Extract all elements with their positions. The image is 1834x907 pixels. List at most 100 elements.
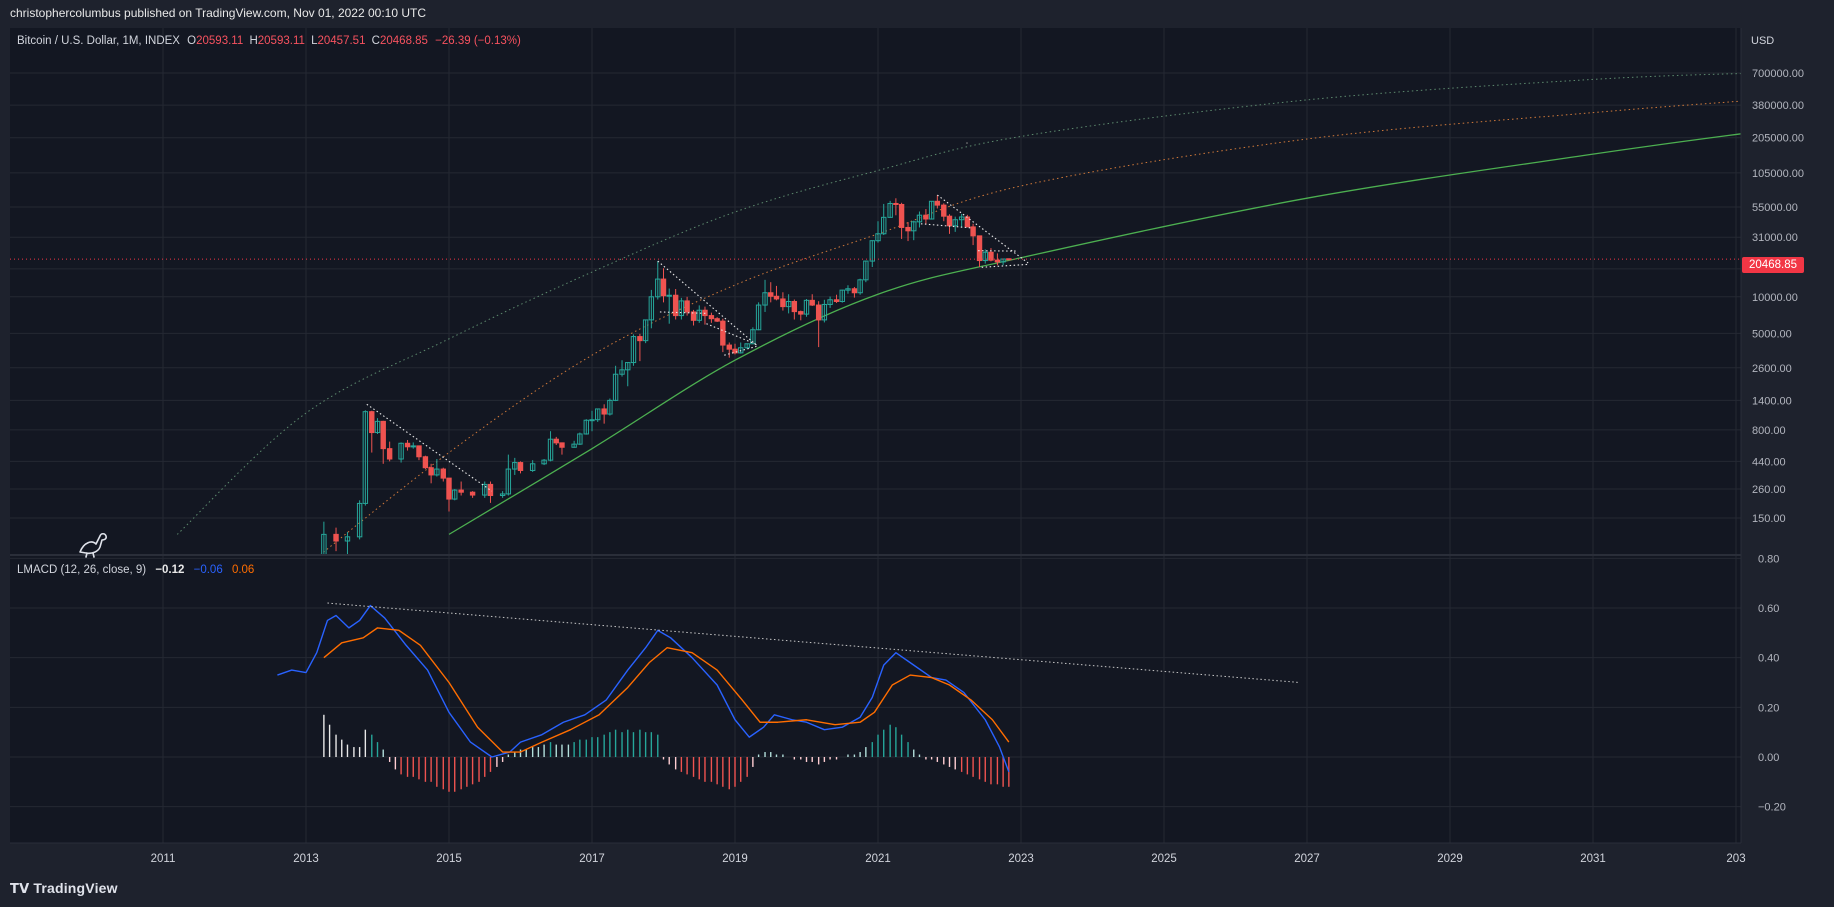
candle [517, 461, 524, 474]
candle-body [428, 467, 434, 476]
indicator-hist-value: −0.12 [155, 564, 185, 576]
candle [964, 214, 971, 228]
candle-body [923, 214, 929, 220]
candle [875, 221, 881, 243]
macd-pane[interactable] [277, 602, 1300, 792]
candle [678, 297, 685, 320]
candle [362, 410, 369, 506]
candle-body [762, 292, 768, 306]
candle-body [905, 226, 911, 232]
candle [428, 463, 434, 484]
candle-body [744, 343, 750, 349]
candle-body [577, 433, 583, 445]
candle [595, 408, 601, 422]
candle-body [827, 299, 833, 305]
candle [720, 318, 726, 353]
candle-body [440, 468, 446, 479]
candle [833, 294, 840, 303]
symbol-legend[interactable]: Bitcoin / U.S. Dollar, 1M, INDEX O20593.… [17, 35, 521, 47]
candle-body [505, 468, 512, 495]
candle [941, 203, 947, 222]
tradingview-brand[interactable]: 𝗧𝗩 TradingView [10, 880, 118, 897]
macd-trendline [327, 602, 1300, 684]
candle-body [666, 294, 672, 297]
candle [898, 202, 905, 239]
candle [410, 442, 416, 449]
candle-body [529, 463, 536, 471]
candle [571, 440, 577, 448]
candle-body [589, 419, 595, 422]
candle [803, 298, 810, 317]
candle [905, 222, 911, 242]
candle-body [595, 408, 601, 421]
candle [696, 305, 702, 323]
candle [601, 404, 607, 424]
candle [911, 220, 917, 241]
candle-body [755, 304, 762, 331]
price-tick-label: 105000.00 [1752, 168, 1804, 180]
candle [815, 301, 822, 348]
pattern-drawings [366, 142, 1029, 492]
candle [744, 343, 750, 350]
candle-body [839, 289, 845, 302]
indicator-signal-value: 0.06 [231, 564, 255, 576]
candle [755, 302, 762, 331]
pattern-line [366, 403, 493, 492]
candle [577, 432, 583, 446]
low-label: L [311, 35, 318, 47]
candle-body [958, 216, 965, 221]
candle-body [648, 296, 655, 321]
indicator-legend[interactable]: LMACD (12, 26, close, 9) −0.12 −0.06 0.0… [17, 564, 254, 576]
candle [625, 362, 631, 387]
candle [958, 213, 965, 228]
candle-body [571, 443, 577, 448]
candle [851, 286, 858, 298]
candle-body [607, 399, 613, 415]
candle-body [380, 420, 386, 450]
candle-body [988, 251, 994, 261]
candle [416, 445, 422, 461]
chart-canvas[interactable]: 700000.00 380000.00 205000.00 105000.00 5500… [0, 0, 1834, 872]
publish-info: christophercolumbus published on Trading… [10, 6, 427, 20]
macd-line [277, 604, 1010, 773]
candle-body [780, 298, 786, 308]
candle-body [887, 202, 893, 218]
candle-body [815, 304, 822, 321]
candle-body [946, 215, 953, 227]
time-tick-label: 2029 [1437, 853, 1463, 865]
time-tick-label: 2031 [1580, 853, 1606, 865]
candle-body [452, 489, 458, 500]
price-axis[interactable]: 700000.00 380000.00 205000.00 105000.00 5500… [1752, 68, 1804, 525]
candle-body [583, 419, 589, 435]
candle-body [458, 489, 464, 493]
candle [726, 342, 732, 358]
indicator-macd-value: −0.06 [193, 564, 223, 576]
candle-body [386, 448, 393, 460]
candle-body [881, 216, 887, 235]
candle-body [732, 348, 738, 354]
candle-body [469, 491, 476, 496]
candle-body [642, 319, 649, 342]
candle [344, 532, 351, 555]
pattern-line [920, 223, 971, 229]
candle [380, 420, 386, 464]
candle [952, 216, 958, 232]
price-candles[interactable] [310, 195, 1012, 619]
candle [821, 299, 828, 323]
candle-body [404, 442, 411, 448]
candle-body [726, 344, 732, 350]
candle [923, 209, 929, 225]
time-axis[interactable]: 2011 2013 2015 2017 2019 2021 2023 2025 2027 2029… [151, 853, 1746, 865]
price-tick-label: 380000.00 [1752, 100, 1804, 112]
candle-body [630, 336, 637, 364]
candle-body [916, 214, 923, 223]
candle-body [982, 251, 988, 262]
high-label: H [249, 35, 258, 47]
candle-body [833, 299, 840, 302]
macd-axis[interactable]: 0.80 0.60 0.40 0.20 0.00 −0.20 [1758, 553, 1786, 813]
candle-body [994, 259, 1001, 263]
candle [750, 327, 756, 345]
price-tick-label: 5000.00 [1752, 328, 1792, 340]
candle [374, 418, 381, 434]
dino-icon [79, 532, 107, 558]
